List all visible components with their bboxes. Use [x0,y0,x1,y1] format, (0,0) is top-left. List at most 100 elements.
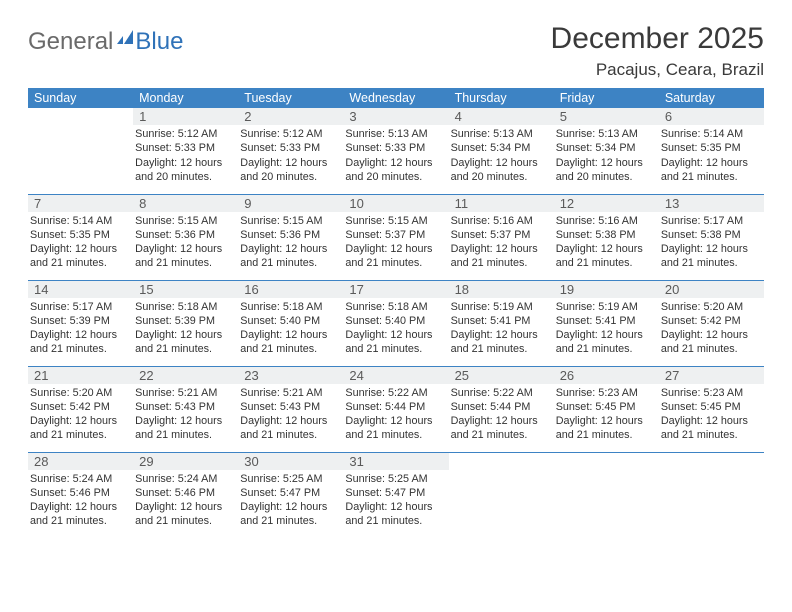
day-detail-line: Daylight: 12 hours [30,242,129,256]
day-detail-line: Sunset: 5:44 PM [451,400,550,414]
day-detail-line: Daylight: 12 hours [556,414,655,428]
calendar-cell: 25Sunrise: 5:22 AMSunset: 5:44 PMDayligh… [449,366,554,452]
day-details [659,455,764,461]
calendar-cell: 15Sunrise: 5:18 AMSunset: 5:39 PMDayligh… [133,280,238,366]
day-number: 16 [238,281,343,298]
day-detail-line: Sunrise: 5:19 AM [556,300,655,314]
day-detail-line: Sunset: 5:46 PM [135,486,234,500]
day-detail-line: Sunrise: 5:18 AM [135,300,234,314]
calendar-page: General Blue December 2025 Pacajus, Cear… [0,0,792,548]
day-detail-line: Sunrise: 5:21 AM [135,386,234,400]
day-detail-line: Sunrise: 5:12 AM [240,127,339,141]
day-header: Monday [133,88,238,108]
day-detail-line: Sunset: 5:45 PM [556,400,655,414]
calendar-cell: 11Sunrise: 5:16 AMSunset: 5:37 PMDayligh… [449,194,554,280]
day-details: Sunrise: 5:22 AMSunset: 5:44 PMDaylight:… [343,384,448,447]
day-detail-line: Sunset: 5:33 PM [345,141,444,155]
day-number: 14 [28,281,133,298]
day-number: 3 [343,108,448,125]
day-number: 29 [133,453,238,470]
day-number: 24 [343,367,448,384]
day-details: Sunrise: 5:13 AMSunset: 5:34 PMDaylight:… [449,125,554,188]
calendar-cell: 24Sunrise: 5:22 AMSunset: 5:44 PMDayligh… [343,366,448,452]
day-details: Sunrise: 5:21 AMSunset: 5:43 PMDaylight:… [133,384,238,447]
day-details: Sunrise: 5:13 AMSunset: 5:33 PMDaylight:… [343,125,448,188]
day-number: 27 [659,367,764,384]
day-detail-line: Daylight: 12 hours [240,328,339,342]
day-details: Sunrise: 5:23 AMSunset: 5:45 PMDaylight:… [554,384,659,447]
calendar-cell: 30Sunrise: 5:25 AMSunset: 5:47 PMDayligh… [238,452,343,538]
day-details: Sunrise: 5:25 AMSunset: 5:47 PMDaylight:… [238,470,343,533]
day-detail-line: and 21 minutes. [556,342,655,356]
day-details: Sunrise: 5:18 AMSunset: 5:40 PMDaylight:… [238,298,343,361]
day-detail-line: Sunrise: 5:25 AM [345,472,444,486]
day-detail-line: Daylight: 12 hours [135,156,234,170]
day-details: Sunrise: 5:14 AMSunset: 5:35 PMDaylight:… [28,212,133,275]
day-details: Sunrise: 5:12 AMSunset: 5:33 PMDaylight:… [133,125,238,188]
day-number: 4 [449,108,554,125]
day-detail-line: Daylight: 12 hours [345,500,444,514]
day-number: 9 [238,195,343,212]
day-details: Sunrise: 5:12 AMSunset: 5:33 PMDaylight:… [238,125,343,188]
day-detail-line: and 21 minutes. [661,256,760,270]
day-detail-line: Sunset: 5:40 PM [240,314,339,328]
day-number: 7 [28,195,133,212]
day-detail-line: Sunrise: 5:22 AM [451,386,550,400]
day-header: Tuesday [238,88,343,108]
day-header: Wednesday [343,88,448,108]
day-number: 25 [449,367,554,384]
day-detail-line: Sunrise: 5:23 AM [556,386,655,400]
day-details: Sunrise: 5:17 AMSunset: 5:39 PMDaylight:… [28,298,133,361]
day-detail-line: Sunset: 5:38 PM [661,228,760,242]
day-detail-line: Daylight: 12 hours [240,156,339,170]
day-number: 10 [343,195,448,212]
day-number: 23 [238,367,343,384]
day-details: Sunrise: 5:23 AMSunset: 5:45 PMDaylight:… [659,384,764,447]
day-detail-line: and 21 minutes. [556,428,655,442]
day-detail-line: Daylight: 12 hours [661,156,760,170]
day-detail-line: Daylight: 12 hours [451,242,550,256]
day-detail-line: Sunrise: 5:15 AM [240,214,339,228]
day-detail-line: and 21 minutes. [345,256,444,270]
day-detail-line: and 21 minutes. [135,342,234,356]
day-detail-line: Sunrise: 5:23 AM [661,386,760,400]
day-detail-line: Daylight: 12 hours [345,242,444,256]
day-detail-line: Daylight: 12 hours [135,328,234,342]
calendar-cell: 9Sunrise: 5:15 AMSunset: 5:36 PMDaylight… [238,194,343,280]
day-details: Sunrise: 5:24 AMSunset: 5:46 PMDaylight:… [133,470,238,533]
day-detail-line: Sunrise: 5:17 AM [661,214,760,228]
day-detail-line: and 21 minutes. [30,428,129,442]
day-detail-line: Sunrise: 5:25 AM [240,472,339,486]
day-detail-line: Sunset: 5:40 PM [345,314,444,328]
day-number: 26 [554,367,659,384]
day-details: Sunrise: 5:24 AMSunset: 5:46 PMDaylight:… [28,470,133,533]
brand-logo: General Blue [28,28,183,56]
day-detail-line: and 20 minutes. [451,170,550,184]
day-detail-line: Sunset: 5:34 PM [556,141,655,155]
day-detail-line: Daylight: 12 hours [451,328,550,342]
day-details: Sunrise: 5:14 AMSunset: 5:35 PMDaylight:… [659,125,764,188]
calendar-cell: 21Sunrise: 5:20 AMSunset: 5:42 PMDayligh… [28,366,133,452]
day-details [449,455,554,461]
calendar-cell: 10Sunrise: 5:15 AMSunset: 5:37 PMDayligh… [343,194,448,280]
day-details: Sunrise: 5:19 AMSunset: 5:41 PMDaylight:… [554,298,659,361]
day-details: Sunrise: 5:18 AMSunset: 5:40 PMDaylight:… [343,298,448,361]
calendar-cell: 26Sunrise: 5:23 AMSunset: 5:45 PMDayligh… [554,366,659,452]
day-detail-line: Daylight: 12 hours [30,414,129,428]
day-detail-line: Sunset: 5:42 PM [661,314,760,328]
day-detail-line: Sunrise: 5:24 AM [135,472,234,486]
day-detail-line: Sunset: 5:36 PM [135,228,234,242]
day-number: 11 [449,195,554,212]
day-detail-line: Sunrise: 5:18 AM [345,300,444,314]
calendar-cell: 22Sunrise: 5:21 AMSunset: 5:43 PMDayligh… [133,366,238,452]
day-detail-line: and 21 minutes. [30,256,129,270]
day-detail-line: and 21 minutes. [451,256,550,270]
calendar-cell: 6Sunrise: 5:14 AMSunset: 5:35 PMDaylight… [659,108,764,194]
day-detail-line: Daylight: 12 hours [556,156,655,170]
day-detail-line: Daylight: 12 hours [345,414,444,428]
day-detail-line: and 21 minutes. [661,342,760,356]
day-details: Sunrise: 5:16 AMSunset: 5:37 PMDaylight:… [449,212,554,275]
day-number: 1 [133,108,238,125]
brand-part1: General [28,28,113,56]
calendar-cell: 2Sunrise: 5:12 AMSunset: 5:33 PMDaylight… [238,108,343,194]
